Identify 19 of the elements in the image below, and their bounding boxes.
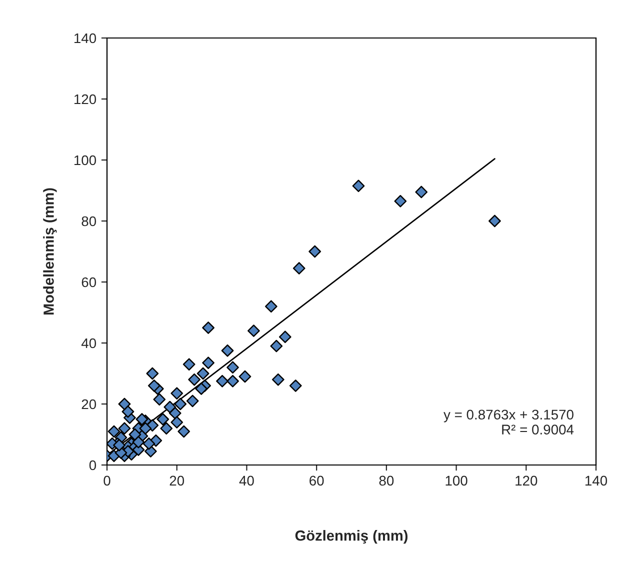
y-tick-label: 80 — [82, 216, 96, 226]
x-tick-label: 60 — [310, 476, 324, 486]
y-tick-label: 120 — [74, 94, 96, 104]
x-tick-label: 100 — [446, 476, 468, 486]
x-axis-title: Gözlenmiş (mm) — [295, 530, 408, 544]
y-tick-label: 100 — [74, 155, 96, 166]
x-tick-label: 0 — [104, 476, 110, 486]
y-axis-title: Modellenmiş (mm) — [43, 188, 57, 315]
x-tick-label: 120 — [516, 476, 538, 486]
x-tick-label: 140 — [585, 476, 608, 486]
y-tick-label: 140 — [74, 33, 96, 44]
y-tick-label: 20 — [82, 399, 96, 410]
y-tick-label: 0 — [89, 460, 96, 470]
x-tick-label: 80 — [379, 476, 394, 486]
y-tick-label: 40 — [81, 338, 96, 348]
x-tick-label: 20 — [170, 476, 184, 486]
annotation: y = 0.8763x + 3.1570 R² = 0.9004 — [444, 410, 574, 434]
x-tick-label: 40 — [239, 476, 254, 486]
y-tick-label: 60 — [82, 277, 96, 288]
